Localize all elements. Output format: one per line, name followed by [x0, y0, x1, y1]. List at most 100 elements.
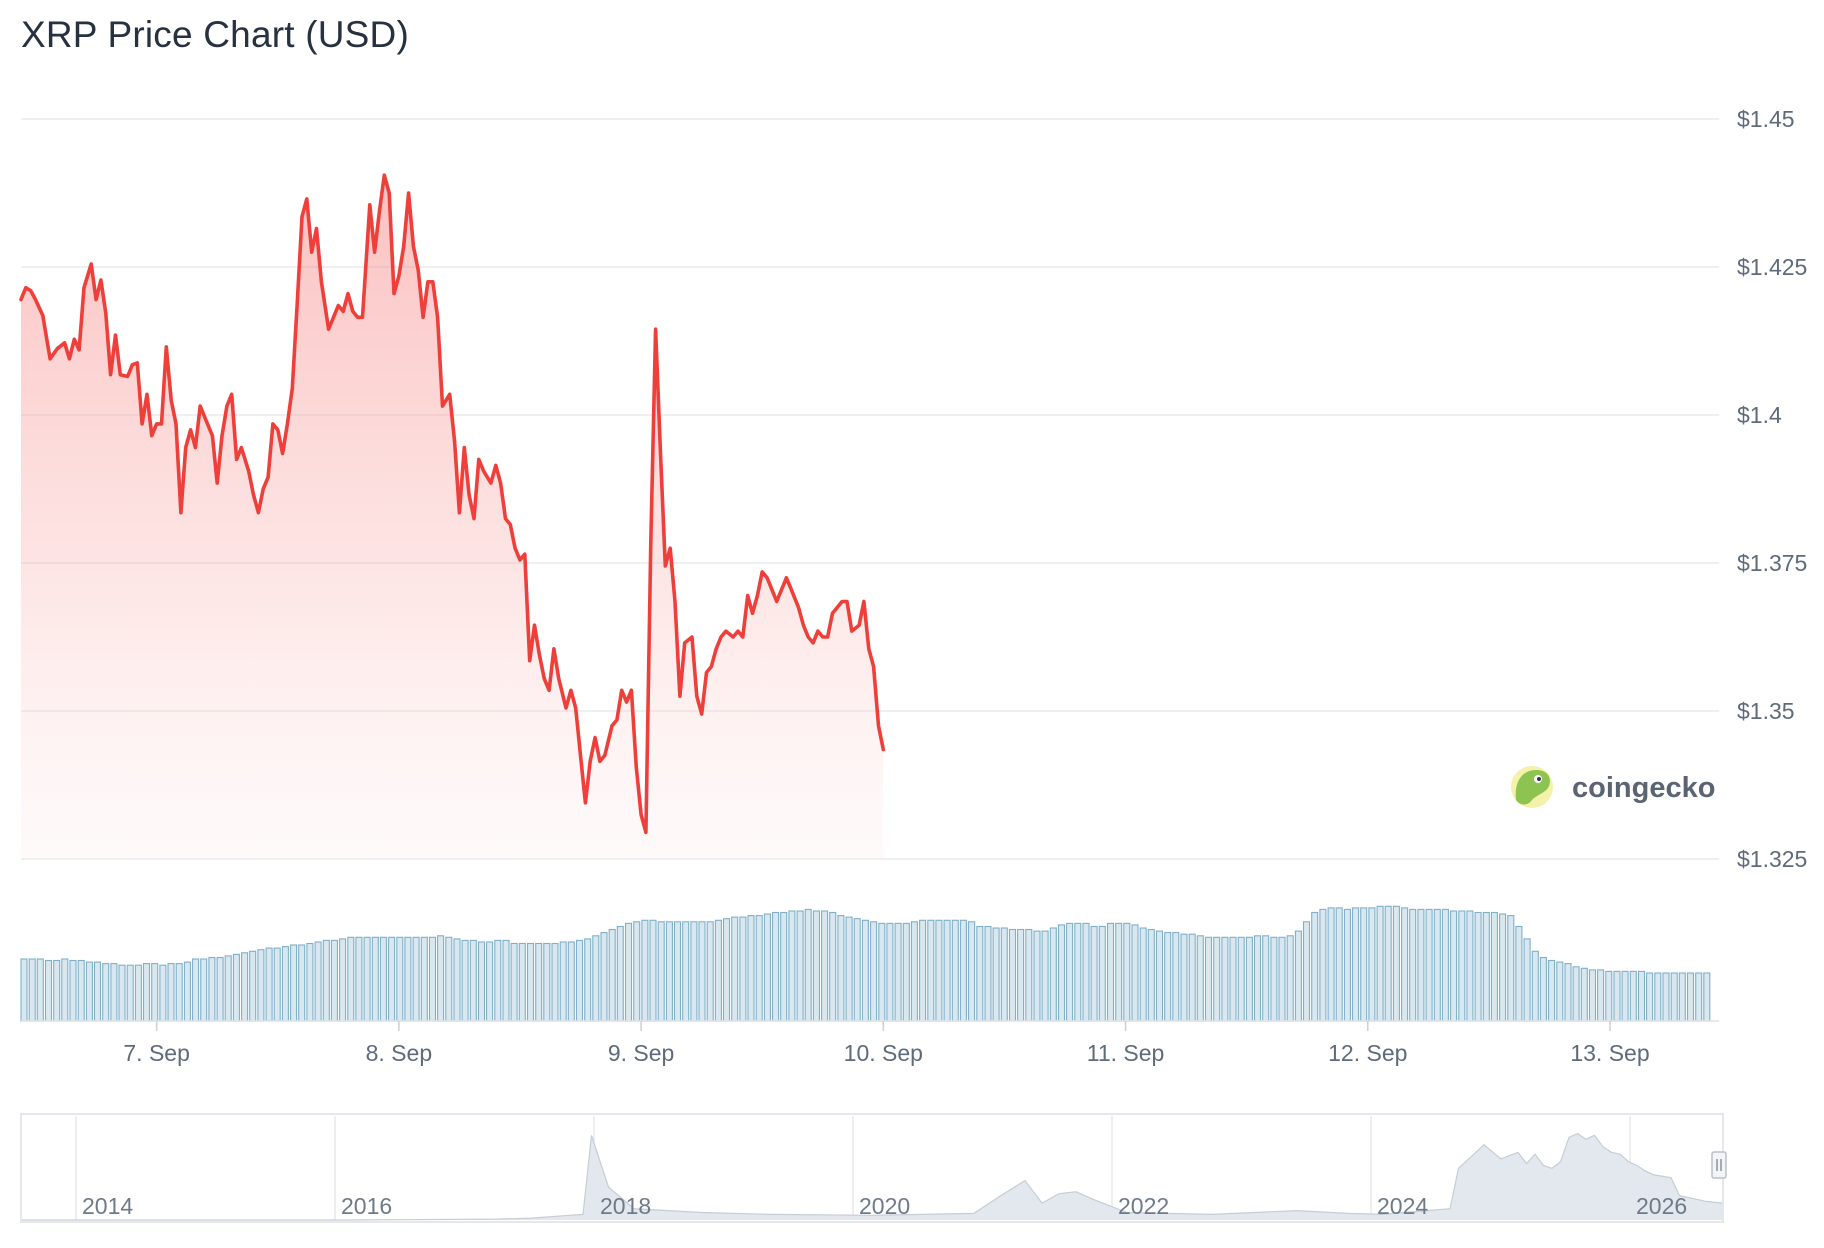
volume-bar[interactable]	[77, 959, 85, 1022]
volume-bar[interactable]	[1678, 972, 1686, 1022]
volume-bar[interactable]	[829, 911, 837, 1022]
volume-bar[interactable]	[1278, 936, 1286, 1022]
volume-bar[interactable]	[330, 939, 338, 1022]
volume-bar[interactable]	[1703, 972, 1711, 1022]
volume-bar[interactable]	[151, 963, 159, 1022]
volume-bar[interactable]	[192, 958, 200, 1022]
volume-bar[interactable]	[1686, 972, 1695, 1022]
volume-bar[interactable]	[44, 959, 53, 1022]
volume-bar[interactable]	[1499, 913, 1507, 1022]
volume-bar[interactable]	[306, 942, 314, 1022]
volume-bar[interactable]	[1490, 911, 1498, 1022]
volume-bar[interactable]	[1343, 908, 1351, 1022]
volume-bar[interactable]	[1597, 969, 1605, 1022]
volume-bar[interactable]	[1025, 928, 1033, 1022]
volume-bar[interactable]	[919, 919, 927, 1022]
volume-bar[interactable]	[1172, 932, 1180, 1022]
volume-bar[interactable]	[616, 925, 624, 1022]
volume-bar[interactable]	[1523, 938, 1531, 1022]
volume-bar[interactable]	[232, 953, 240, 1022]
volume-bar[interactable]	[535, 942, 543, 1022]
volume-bar[interactable]	[633, 921, 641, 1022]
volume-bar[interactable]	[281, 946, 289, 1022]
volume-bar[interactable]	[494, 939, 502, 1022]
volume-bar[interactable]	[1319, 908, 1327, 1022]
volume-bar[interactable]	[290, 944, 298, 1022]
volume-bar[interactable]	[1613, 970, 1621, 1022]
volume-bar[interactable]	[404, 936, 412, 1022]
volume-bar[interactable]	[339, 938, 347, 1022]
volume-bars[interactable]	[20, 905, 1719, 1022]
volume-bar[interactable]	[943, 919, 951, 1022]
volume-bar[interactable]	[812, 910, 820, 1022]
volume-bar[interactable]	[1204, 936, 1213, 1022]
volume-bar[interactable]	[445, 936, 453, 1022]
volume-bar[interactable]	[1041, 930, 1049, 1022]
volume-bar[interactable]	[1147, 928, 1155, 1022]
volume-bar[interactable]	[731, 916, 739, 1022]
volume-bar[interactable]	[959, 919, 967, 1022]
volume-bar[interactable]	[1221, 936, 1229, 1022]
volume-bar[interactable]	[1066, 922, 1074, 1022]
volume-bar[interactable]	[241, 952, 249, 1022]
volume-bar[interactable]	[126, 964, 134, 1022]
volume-bar[interactable]	[976, 925, 984, 1022]
volume-bar[interactable]	[657, 921, 665, 1022]
volume-bar[interactable]	[837, 915, 845, 1022]
volume-bar[interactable]	[273, 947, 281, 1022]
volume-bar[interactable]	[102, 963, 110, 1022]
navigator-handle[interactable]	[1711, 1151, 1727, 1179]
volume-bar[interactable]	[584, 938, 592, 1022]
volume-bar[interactable]	[298, 944, 306, 1022]
volume-bar[interactable]	[1629, 970, 1637, 1022]
volume-bar[interactable]	[1115, 922, 1123, 1022]
volume-bar[interactable]	[763, 913, 771, 1022]
volume-bar[interactable]	[183, 961, 191, 1022]
volume-bar[interactable]	[167, 963, 175, 1022]
volume-bar[interactable]	[1155, 930, 1164, 1022]
volume-bar[interactable]	[1695, 972, 1703, 1022]
volume-bar[interactable]	[894, 922, 902, 1022]
volume-bar[interactable]	[747, 915, 755, 1022]
volume-bar[interactable]	[53, 959, 61, 1022]
volume-bar[interactable]	[216, 956, 224, 1022]
volume-bar[interactable]	[1466, 910, 1474, 1022]
volume-bar[interactable]	[1425, 908, 1433, 1022]
volume-bar[interactable]	[159, 964, 167, 1022]
volume-bar[interactable]	[927, 919, 935, 1022]
volume-bar[interactable]	[420, 936, 428, 1022]
volume-bar[interactable]	[118, 964, 126, 1022]
volume-bar[interactable]	[412, 936, 420, 1022]
volume-bar[interactable]	[453, 938, 461, 1022]
volume-bar[interactable]	[1482, 911, 1490, 1022]
volume-bar[interactable]	[1556, 961, 1564, 1022]
volume-bar[interactable]	[93, 961, 102, 1022]
volume-bar[interactable]	[1164, 932, 1172, 1022]
volume-bar[interactable]	[1360, 907, 1368, 1022]
volume-bar[interactable]	[388, 936, 396, 1022]
volume-bar[interactable]	[567, 941, 575, 1022]
volume-bar[interactable]	[1229, 936, 1237, 1022]
volume-bar[interactable]	[951, 919, 959, 1022]
volume-bar[interactable]	[1507, 915, 1515, 1022]
volume-bar[interactable]	[1515, 925, 1523, 1022]
volume-bar[interactable]	[706, 921, 714, 1022]
volume-bar[interactable]	[142, 963, 151, 1022]
volume-bar[interactable]	[722, 918, 731, 1022]
volume-bar[interactable]	[1580, 967, 1588, 1022]
volume-bar[interactable]	[1106, 922, 1115, 1022]
volume-bar[interactable]	[1450, 910, 1458, 1022]
volume-bar[interactable]	[665, 921, 673, 1022]
volume-bar[interactable]	[1433, 908, 1441, 1022]
volume-bar[interactable]	[649, 919, 657, 1022]
volume-bar[interactable]	[1662, 972, 1670, 1022]
volume-bar[interactable]	[28, 958, 36, 1022]
volume-bar[interactable]	[1335, 907, 1343, 1022]
volume-bar[interactable]	[984, 925, 992, 1022]
volume-bar[interactable]	[641, 919, 649, 1022]
volume-bar[interactable]	[878, 922, 886, 1022]
price-line-group[interactable]	[19, 173, 886, 835]
volume-bar[interactable]	[1090, 925, 1098, 1022]
volume-bar[interactable]	[363, 936, 371, 1022]
volume-bar[interactable]	[1572, 966, 1580, 1022]
